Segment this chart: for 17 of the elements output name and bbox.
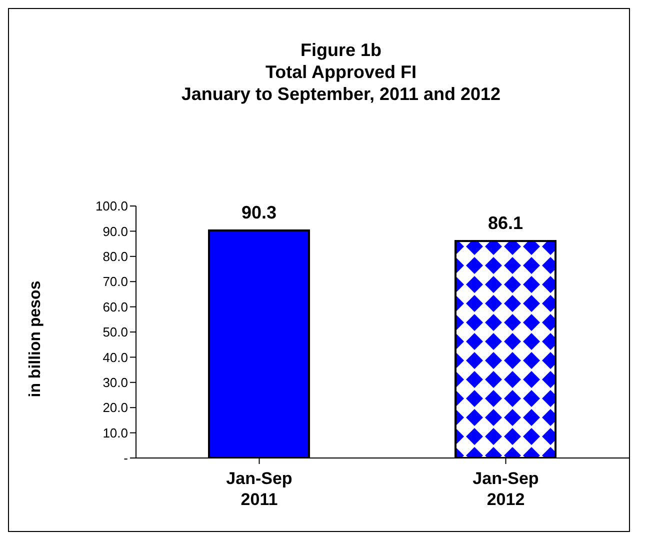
chart-title: Figure 1b Total Approved FI January to September, 2011 and 2012 <box>180 39 502 105</box>
y-tick-label: 40.0 <box>102 350 128 365</box>
y-tick-label: 80.0 <box>102 249 128 264</box>
data-label: 86.1 <box>488 213 524 234</box>
y-axis-title: in billion pesos <box>27 280 45 398</box>
y-tick-label: 50.0 <box>102 324 128 340</box>
y-tick-label: 60.0 <box>102 299 128 314</box>
y-tick-label: 70.0 <box>102 274 128 290</box>
y-tick-label: 90.0 <box>102 224 128 239</box>
x-tick-label: Jan-Sep 2011 <box>226 469 292 509</box>
x-tick-label: Jan-Sep 2012 <box>472 469 539 509</box>
y-tick-label: 10.0 <box>102 425 128 440</box>
y-tick-label: 20.0 <box>102 400 128 416</box>
y-tick-label: 30.0 <box>102 375 128 390</box>
data-label: 90.3 <box>241 202 277 222</box>
y-tick-label: - <box>124 450 128 466</box>
y-tick-label: 100.0 <box>95 198 128 214</box>
